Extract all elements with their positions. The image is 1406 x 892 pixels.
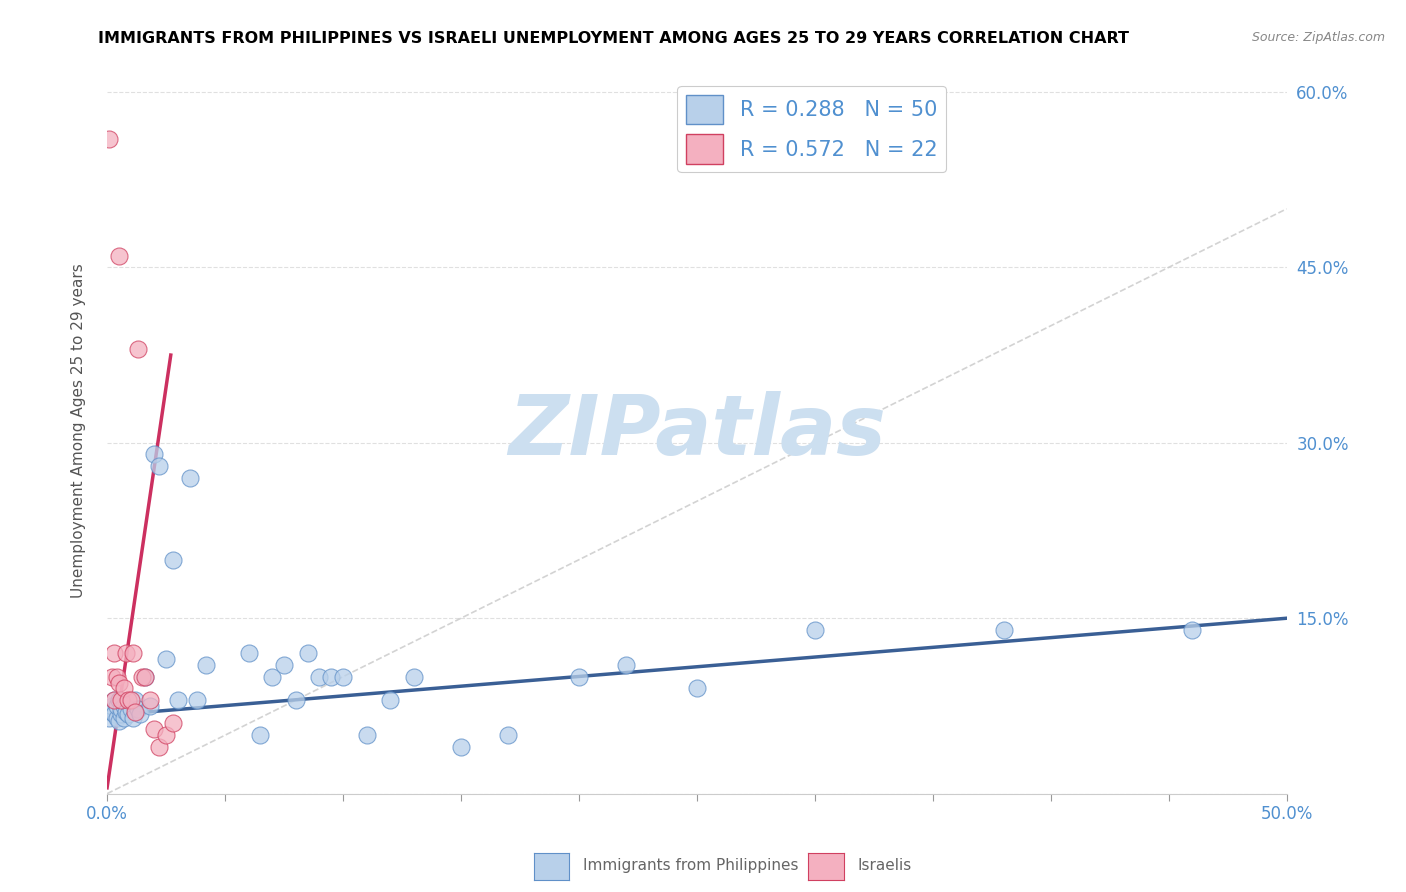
Point [127, 702, 149, 716]
Point [108, 693, 131, 707]
Text: Israelis: Israelis [858, 858, 912, 872]
Point [131, 670, 153, 684]
Point [129, 707, 152, 722]
Point [155, 652, 177, 666]
Point [378, 693, 401, 707]
Point [143, 723, 166, 737]
Point [321, 670, 343, 684]
Point [122, 646, 145, 660]
Y-axis label: Unemployment Among Ages 25 to 29 years: Unemployment Among Ages 25 to 29 years [72, 264, 86, 599]
Point [110, 693, 132, 707]
Text: ZIPatlas: ZIPatlas [508, 391, 886, 472]
Point [108, 675, 131, 690]
Point [110, 707, 132, 722]
Point [195, 658, 218, 673]
Text: Source: ZipAtlas.com: Source: ZipAtlas.com [1251, 31, 1385, 45]
Point [332, 670, 354, 684]
Point [101, 705, 124, 719]
Point [101, 670, 124, 684]
Point [993, 623, 1015, 637]
Point [186, 693, 208, 707]
Point [108, 249, 131, 263]
Point [105, 670, 128, 684]
Point [117, 707, 139, 722]
Point [134, 670, 156, 684]
Point [308, 670, 330, 684]
Point [402, 670, 425, 684]
Point [112, 698, 135, 713]
Point [614, 658, 637, 673]
Point [162, 716, 184, 731]
Point [103, 693, 125, 707]
Point [105, 711, 128, 725]
Point [356, 728, 378, 742]
Point [98, 711, 121, 725]
Point [103, 707, 125, 722]
Point [162, 553, 184, 567]
Point [166, 693, 188, 707]
Point [450, 739, 472, 754]
Point [115, 705, 138, 719]
Point [273, 658, 295, 673]
Point [120, 702, 142, 716]
Point [134, 670, 156, 684]
Legend: R = 0.288   N = 50, R = 0.572   N = 22: R = 0.288 N = 50, R = 0.572 N = 22 [678, 87, 946, 172]
Point [127, 343, 149, 357]
Point [804, 623, 827, 637]
Point [112, 681, 135, 696]
Point [155, 728, 177, 742]
Point [262, 670, 284, 684]
Point [297, 646, 319, 660]
Point [568, 670, 591, 684]
Point [496, 728, 519, 742]
Point [98, 131, 121, 145]
Point [122, 711, 145, 725]
Point [124, 693, 146, 707]
Point [284, 693, 307, 707]
Point [103, 693, 125, 707]
Point [686, 681, 709, 696]
Point [148, 459, 170, 474]
Point [179, 471, 201, 485]
Point [103, 646, 125, 660]
Point [138, 693, 160, 707]
Point [105, 698, 128, 713]
Text: Immigrants from Philippines: Immigrants from Philippines [583, 858, 799, 872]
Point [238, 646, 260, 660]
Point [110, 702, 132, 716]
Text: IMMIGRANTS FROM PHILIPPINES VS ISRAELI UNEMPLOYMENT AMONG AGES 25 TO 29 YEARS CO: IMMIGRANTS FROM PHILIPPINES VS ISRAELI U… [98, 31, 1129, 46]
Point [138, 698, 160, 713]
Point [249, 728, 271, 742]
Point [1181, 623, 1204, 637]
Point [143, 448, 166, 462]
Point [124, 705, 146, 719]
Point [120, 693, 142, 707]
Point [115, 646, 138, 660]
Point [148, 739, 170, 754]
Point [101, 698, 124, 713]
Point [112, 711, 135, 725]
Point [117, 693, 139, 707]
Point [108, 714, 131, 728]
